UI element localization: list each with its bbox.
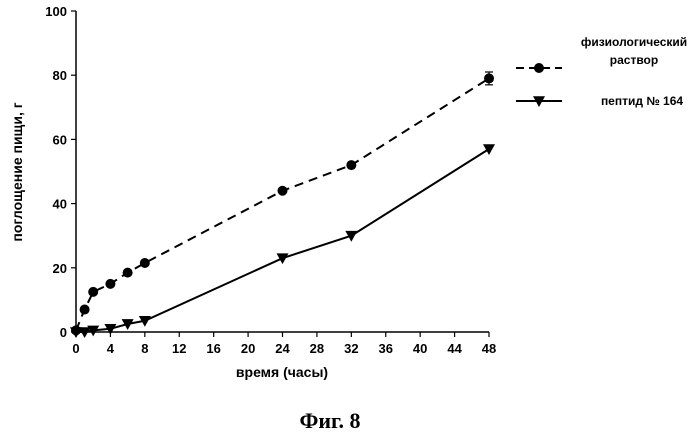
data-point-saline [105,278,116,289]
x-tick-label: 8 [141,341,148,356]
legend-label-saline: физиологический [581,35,687,49]
legend-label-peptide: пептид № 164 [601,94,683,108]
data-point-saline [88,286,99,297]
x-tick-label: 32 [344,341,358,356]
data-point-saline [79,304,90,315]
series-line-peptide [76,148,490,333]
x-tick-label: 28 [310,341,324,356]
x-tick-label: 40 [413,341,427,356]
legend-marker-peptide [533,96,545,107]
y-tick-label: 40 [53,197,67,212]
y-tick-label: 0 [60,325,67,340]
legend: физиологический раствор пептид № 164 [516,35,687,108]
y-tick-label: 60 [53,132,67,147]
data-point-saline [346,160,357,171]
y-tick-label: 80 [53,68,67,83]
x-tick-label: 36 [379,341,393,356]
data-point-peptide [121,319,134,330]
data-point-peptide [483,144,495,156]
x-tick-label: 0 [72,341,79,356]
data-point-saline [484,73,494,84]
data-point-peptide [104,323,117,335]
data-point-peptide [276,253,289,265]
x-tick-label: 16 [206,341,220,356]
legend-label-saline: раствор [610,53,658,67]
x-tick-label: 4 [107,341,115,356]
data-point-saline [122,267,133,278]
data-point-saline [139,257,150,268]
x-tick-label: 20 [241,341,255,356]
figure-caption: Фиг. 8 [299,408,360,433]
legend-marker-saline [534,63,544,73]
x-axis-title: время (часы) [236,364,328,380]
data-point-peptide [70,327,82,338]
data-point-peptide [345,230,358,242]
x-tick-label: 48 [482,341,496,356]
data-point-peptide [78,327,91,338]
x-tick-label: 24 [275,341,290,356]
y-tick-label: 100 [45,4,67,19]
data-point-peptide [138,315,151,327]
y-tick-label: 20 [53,261,67,276]
x-tick-label: 12 [172,341,186,356]
series-line-saline [75,77,490,331]
x-tick-label: 44 [447,341,462,356]
series-layer [70,71,495,338]
data-point-saline [277,185,288,196]
data-point-peptide [87,325,100,337]
y-axis-title: поглощение пищи, г [9,102,25,241]
